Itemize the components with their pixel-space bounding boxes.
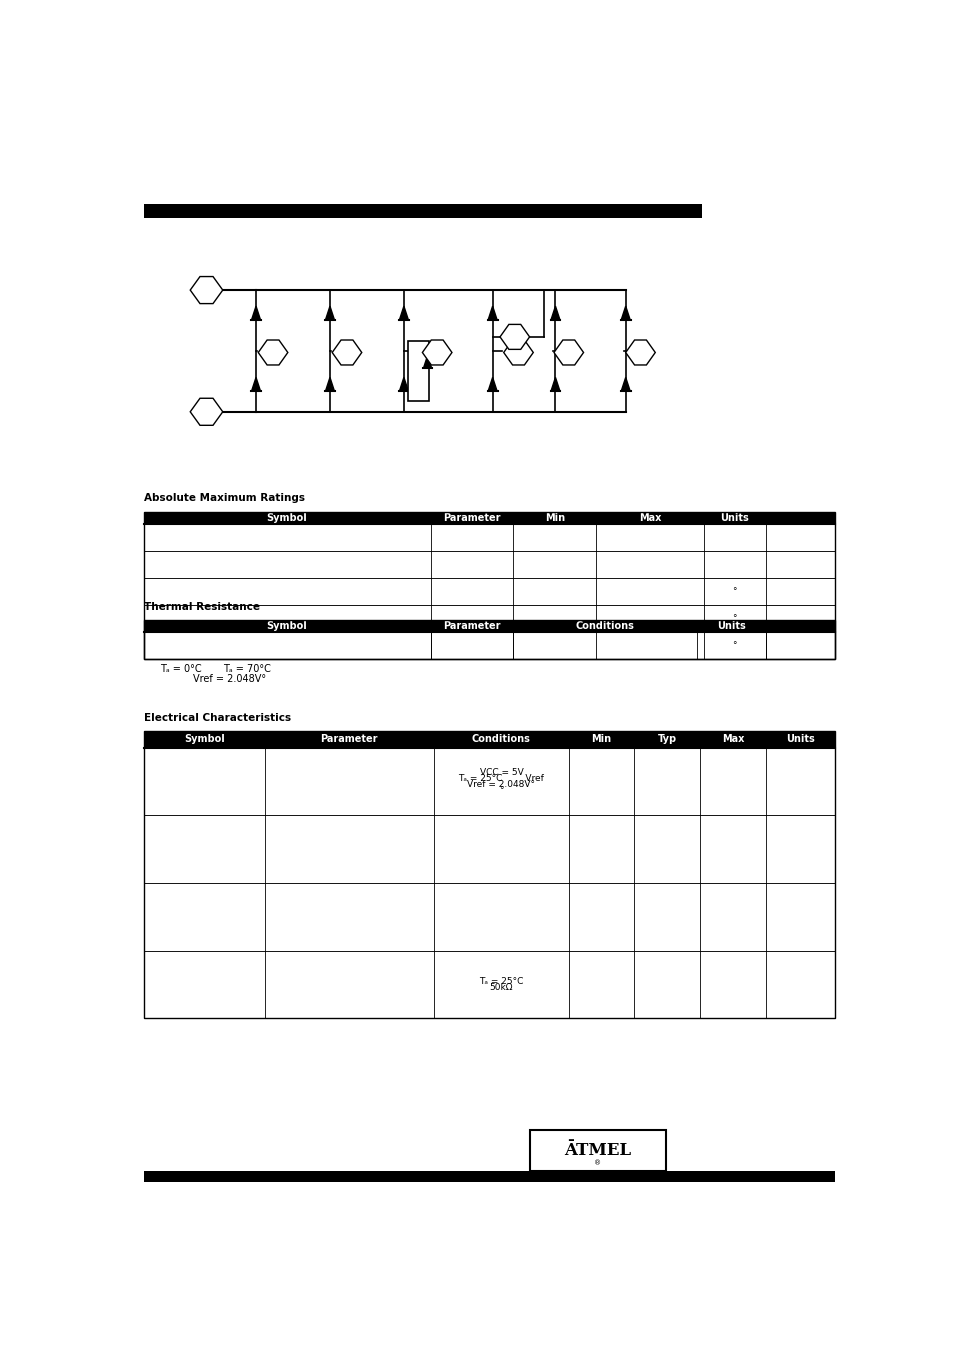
Text: 50kΩ: 50kΩ <box>489 984 513 992</box>
Bar <box>144 748 834 816</box>
Bar <box>144 884 834 951</box>
Text: Conditions: Conditions <box>575 621 634 631</box>
Polygon shape <box>252 377 260 392</box>
Polygon shape <box>325 377 335 392</box>
Text: ®: ® <box>594 1161 601 1166</box>
Text: Tₐ = 70°C: Tₐ = 70°C <box>222 663 271 674</box>
Bar <box>144 632 834 659</box>
Text: Units: Units <box>716 621 745 631</box>
Text: Conditions: Conditions <box>472 735 530 744</box>
Bar <box>144 620 834 632</box>
Bar <box>144 632 834 659</box>
Polygon shape <box>503 340 533 365</box>
Polygon shape <box>554 340 583 365</box>
Text: Parameter: Parameter <box>443 513 500 523</box>
Bar <box>144 1171 834 1182</box>
Polygon shape <box>190 277 222 304</box>
Text: ĀTMEL: ĀTMEL <box>564 1142 631 1159</box>
Polygon shape <box>332 340 361 365</box>
Text: Symbol: Symbol <box>267 513 307 523</box>
Text: °: ° <box>732 588 736 596</box>
Polygon shape <box>190 399 222 426</box>
Text: Min: Min <box>591 735 611 744</box>
Text: °: ° <box>498 786 503 796</box>
Polygon shape <box>252 307 260 320</box>
Text: Symbol: Symbol <box>267 621 307 631</box>
Text: Thermal Resistance: Thermal Resistance <box>144 601 259 612</box>
Bar <box>144 951 834 1019</box>
Text: Max: Max <box>721 735 743 744</box>
Text: Parameter: Parameter <box>320 735 377 744</box>
Polygon shape <box>620 307 630 320</box>
Text: VCC = 5V: VCC = 5V <box>479 767 522 777</box>
Bar <box>144 551 834 578</box>
Text: Tₐ = 0°C: Tₐ = 0°C <box>160 663 201 674</box>
Text: Vref = 2.048V°: Vref = 2.048V° <box>193 674 266 685</box>
Polygon shape <box>422 340 452 365</box>
Text: Parameter: Parameter <box>443 621 500 631</box>
Bar <box>144 204 701 219</box>
Polygon shape <box>551 377 559 392</box>
Polygon shape <box>325 307 335 320</box>
Bar <box>144 512 834 524</box>
Polygon shape <box>488 307 497 320</box>
Text: Units: Units <box>785 735 814 744</box>
Polygon shape <box>399 307 408 320</box>
Text: Symbol: Symbol <box>184 735 224 744</box>
Text: Typ: Typ <box>657 735 677 744</box>
Text: Min: Min <box>544 513 564 523</box>
Polygon shape <box>488 377 497 392</box>
Polygon shape <box>625 340 655 365</box>
Text: Electrical Characteristics: Electrical Characteristics <box>144 713 291 723</box>
Bar <box>144 578 834 605</box>
Polygon shape <box>258 340 288 365</box>
Polygon shape <box>399 377 408 392</box>
Text: Absolute Maximum Ratings: Absolute Maximum Ratings <box>144 493 304 504</box>
Text: °: ° <box>732 642 736 650</box>
Bar <box>144 731 834 748</box>
Bar <box>144 731 834 1019</box>
Text: Units: Units <box>720 513 748 523</box>
Bar <box>144 524 834 551</box>
Bar <box>529 1129 665 1171</box>
Bar <box>144 605 834 632</box>
Bar <box>408 340 429 401</box>
Polygon shape <box>423 355 431 367</box>
Polygon shape <box>551 307 559 320</box>
Text: Vref = 2.048V°: Vref = 2.048V° <box>467 781 535 789</box>
Polygon shape <box>499 324 529 350</box>
Polygon shape <box>620 377 630 392</box>
Bar <box>144 816 834 884</box>
Bar <box>144 620 834 659</box>
Bar <box>144 512 834 659</box>
Text: Max: Max <box>639 513 660 523</box>
Text: °: ° <box>732 615 736 623</box>
Text: Tₐ = 25°C        Vref: Tₐ = 25°C Vref <box>458 774 544 784</box>
Text: Tₐ = 25°C: Tₐ = 25°C <box>478 977 523 986</box>
